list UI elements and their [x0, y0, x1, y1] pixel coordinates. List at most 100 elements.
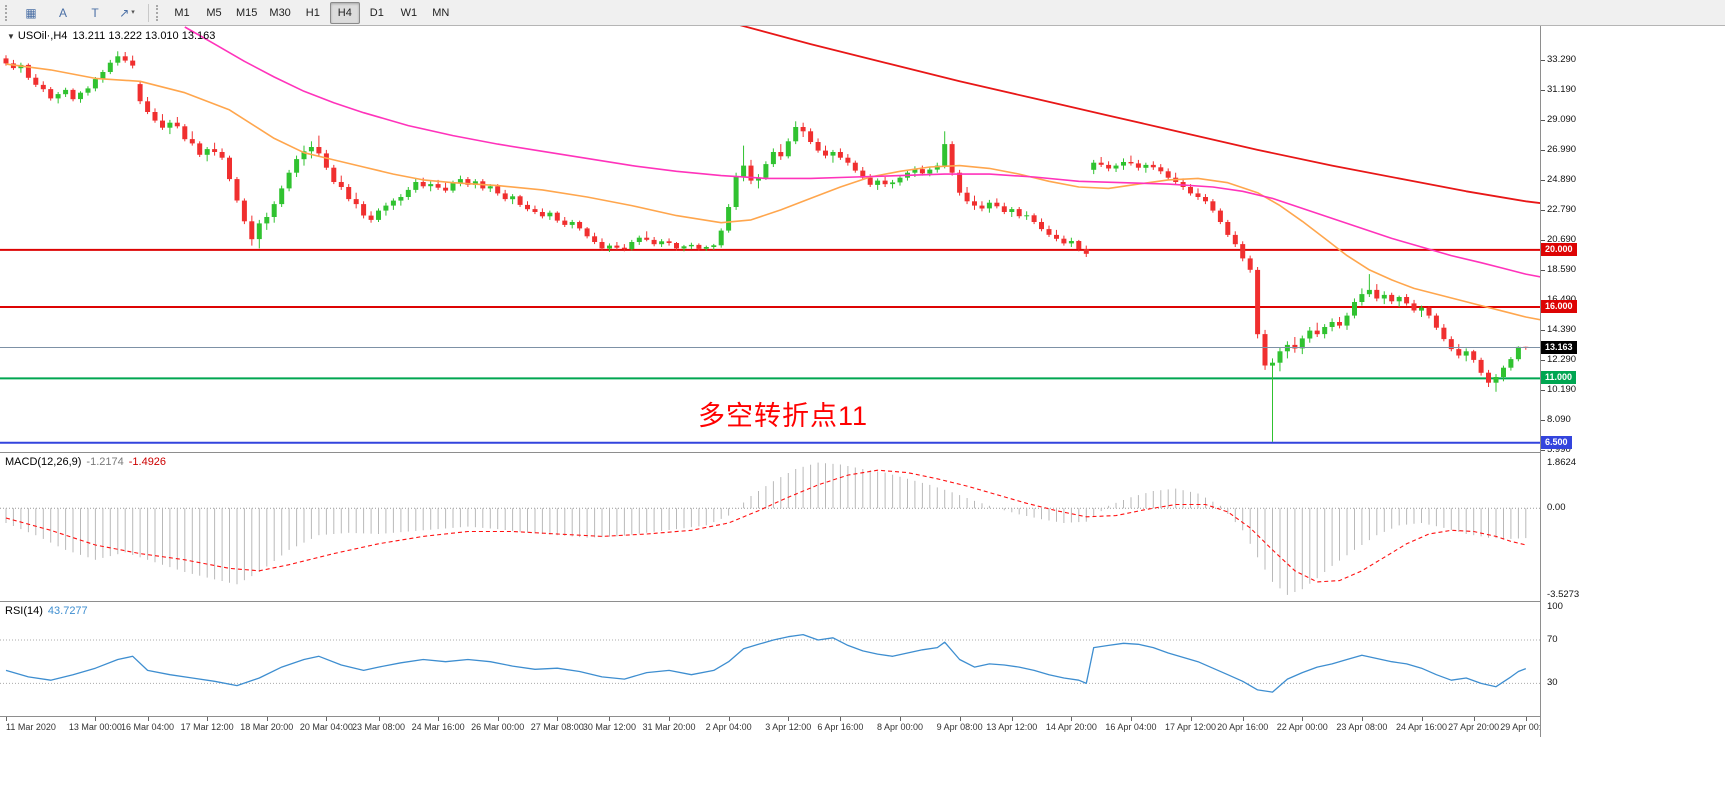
macd-tick-label: 1.8624: [1547, 456, 1577, 468]
time-axis-label: 9 Apr 08:00: [936, 722, 983, 732]
rsi-label: RSI(14): [5, 605, 43, 617]
level-price-box: 11.000: [1541, 371, 1577, 385]
price-tick-label: 18.590: [1547, 264, 1577, 275]
price-tick-label: 10.190: [1547, 384, 1577, 395]
time-tick-mark: [669, 717, 671, 721]
timeframe-button-h4[interactable]: H4: [329, 1, 360, 24]
time-tick-mark: [1242, 717, 1244, 721]
collapse-triangle-icon[interactable]: ▼: [7, 32, 15, 41]
time-tick-mark: [1525, 717, 1527, 721]
time-scale[interactable]: 11 Mar 2020 13 Mar 00:00 16 Mar 04:00 17 Ma…: [0, 717, 1725, 737]
macd-title: MACD(12,26,9) -1.2174 -1.4926: [5, 456, 171, 468]
level-price-box: 6.500: [1541, 435, 1572, 449]
price-tick-mark: [1541, 150, 1545, 151]
level-price-box: 20.000: [1541, 242, 1577, 256]
ohlc-values: 13.211 13.222 13.010 13.163: [72, 30, 216, 42]
price-tick-label: 33.290: [1547, 54, 1577, 65]
price-tick-label: 20.690: [1547, 234, 1577, 245]
time-axis-label: 17 Mar 12:00: [180, 722, 234, 732]
chart-annotation-text: 多空转折点11: [698, 401, 869, 431]
timeframe-button-m5[interactable]: M5: [206, 6, 222, 19]
time-axis-label: 23 Mar 08:00: [351, 722, 406, 732]
symbol-period-label: USOil·,H4: [17, 30, 68, 42]
price-tick-label: 5.990: [1547, 444, 1571, 455]
toolbar-grip-handle[interactable]: [5, 4, 10, 21]
time-tick-mark: [609, 717, 611, 721]
timeframe-grip-handle[interactable]: [156, 4, 161, 21]
time-axis-label: 20 Apr 16:00: [1217, 722, 1269, 732]
toolbar-button-draw-tools[interactable]: ↗ ▾: [112, 2, 142, 24]
time-axis-label: 2 Apr 04:00: [705, 722, 752, 732]
panel-divider-macd-rsi[interactable]: [0, 601, 1725, 602]
toolbar-button-text-annotation[interactable]: A: [58, 5, 67, 20]
empty-area: [0, 737, 1725, 790]
price-tick-mark: [1541, 330, 1545, 331]
dropdown-caret-icon: ▾: [131, 8, 135, 16]
time-tick-mark: [728, 717, 730, 721]
time-axis-label: 6 Apr 16:00: [817, 722, 864, 732]
timeframe-button-m1[interactable]: M1: [174, 6, 190, 19]
price-tick-mark: [1541, 90, 1545, 91]
current-price-box: 13.163: [1541, 340, 1577, 354]
time-tick-mark: [497, 717, 499, 721]
time-tick-mark: [1071, 717, 1073, 721]
panel-divider-main-macd[interactable]: [0, 452, 1725, 453]
time-tick-mark: [207, 717, 209, 721]
tool-icon-group: ▦ A T ↗ ▾: [15, 2, 143, 24]
time-axis-label: 18 Mar 20:00: [240, 722, 294, 732]
price-tick-label: 26.990: [1547, 144, 1577, 155]
rsi-title: RSI(14) 43.7277: [5, 605, 93, 617]
timeframe-button-d1[interactable]: D1: [369, 6, 384, 19]
main-chart-canvas[interactable]: [0, 26, 1540, 452]
price-tick-mark: [1541, 180, 1545, 181]
price-tick-mark: [1541, 240, 1545, 241]
macd-indicator-canvas[interactable]: [0, 453, 1540, 601]
price-scale[interactable]: 33.290 31.190 29.090 26.990 24.890 22.790 20.6…: [1540, 26, 1725, 737]
timeframe-button-w1[interactable]: W1: [400, 6, 418, 19]
time-axis-label: 24 Mar 16:00: [411, 722, 465, 732]
time-tick-mark: [147, 717, 149, 721]
time-axis-label: 20 Mar 04:00: [299, 722, 353, 732]
toolbar-button-text-tool[interactable]: T: [91, 5, 99, 20]
toolbar-separator: [148, 3, 149, 22]
time-axis-label: 23 Apr 08:00: [1336, 722, 1388, 732]
time-axis-label: 8 Apr 00:00: [876, 722, 924, 732]
time-tick-mark: [959, 717, 961, 721]
time-axis-label: 27 Mar 08:00: [530, 722, 584, 732]
price-tick-label: 31.190: [1547, 84, 1577, 95]
macd-main-value: -1.2174: [86, 456, 124, 468]
time-tick-mark: [1302, 717, 1304, 721]
rsi-value: 43.7277: [47, 605, 88, 617]
time-tick-mark: [557, 717, 559, 721]
time-tick-mark: [788, 717, 790, 721]
timeframe-button-mn[interactable]: MN: [432, 6, 450, 19]
rsi-indicator-canvas[interactable]: [0, 602, 1540, 716]
time-tick-mark: [1011, 717, 1013, 721]
time-tick-mark: [266, 717, 268, 721]
time-tick-mark: [1361, 717, 1363, 721]
level-price-box: 16.000: [1541, 300, 1577, 313]
price-tick-label: 14.390: [1547, 324, 1577, 335]
time-axis-label: 16 Mar 04:00: [121, 722, 175, 732]
timeframe-button-m15[interactable]: M15: [236, 6, 258, 19]
timeframe-button-m30[interactable]: M30: [269, 6, 291, 19]
time-axis-label: 13 Apr 12:00: [986, 722, 1038, 732]
time-axis-label: 22 Apr 00:00: [1276, 722, 1328, 732]
price-tick-mark: [1541, 270, 1545, 271]
price-tick-mark: [1541, 120, 1545, 121]
time-tick-mark: [6, 717, 7, 721]
macd-signal-value: -1.4926: [128, 456, 167, 468]
macd-tick-label: 0.00: [1547, 502, 1566, 514]
time-axis-label: 27 Apr 20:00: [1448, 722, 1500, 732]
time-tick-mark: [1130, 717, 1132, 721]
timeframe-button-h1[interactable]: H1: [305, 6, 320, 19]
toolbar-button-charts-grid[interactable]: ▦: [25, 5, 37, 20]
price-tick-mark: [1541, 60, 1545, 61]
time-tick-mark: [438, 717, 440, 721]
panel-divider-rsi-timeaxis: [0, 716, 1725, 717]
price-tick-mark: [1541, 390, 1545, 391]
macd-label: MACD(12,26,9): [5, 456, 82, 468]
rsi-tick-label: 70: [1547, 634, 1558, 645]
time-tick-mark: [378, 717, 380, 721]
top-toolbar: ▦ A T ↗ ▾ M1 M5 M15 M30 H1 H4 D1 W1 MN: [0, 0, 1725, 26]
